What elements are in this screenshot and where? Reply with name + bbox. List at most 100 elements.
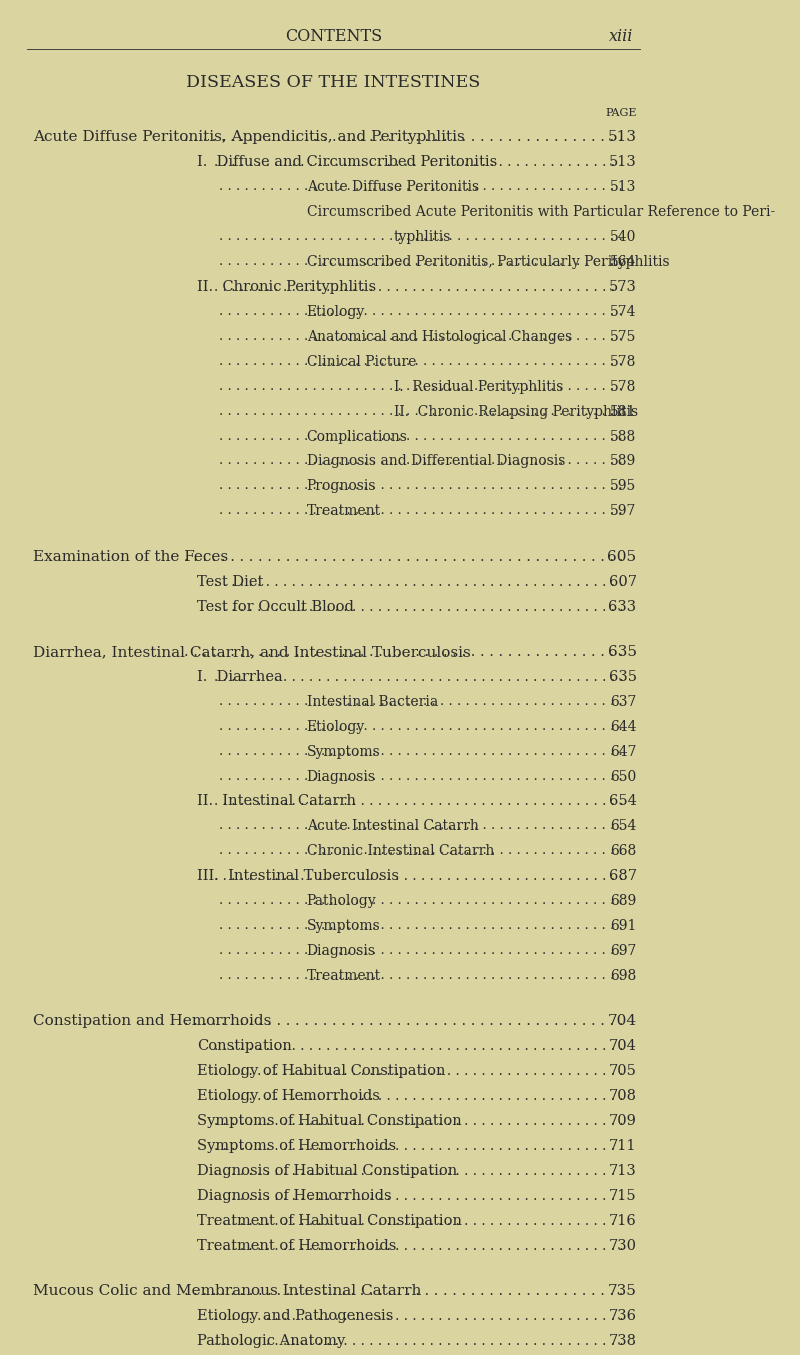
Text: II.  Chronic Perityphlitis: II. Chronic Perityphlitis xyxy=(198,280,377,294)
Text: 635: 635 xyxy=(607,645,637,659)
Text: Circumscribed Peritonitis, Particularly Perityphlitis: Circumscribed Peritonitis, Particularly … xyxy=(306,255,670,270)
Text: . . . . . . . . . . . . . . . . . . . . . . . . . . . . . . . . . . . . . . . . : . . . . . . . . . . . . . . . . . . . . … xyxy=(214,1309,623,1322)
Text: Anatomical and Histological Changes: Anatomical and Histological Changes xyxy=(306,329,572,344)
Text: 637: 637 xyxy=(610,695,637,709)
Text: . . . . . . . . . . . . . . . . . . . . . . . . . . . . . . . . . . . . . . . . : . . . . . . . . . . . . . . . . . . . . … xyxy=(214,280,623,294)
Text: Etiology: Etiology xyxy=(306,720,365,733)
Text: Treatment of Hemorrhoids: Treatment of Hemorrhoids xyxy=(198,1238,397,1253)
Text: 581: 581 xyxy=(610,405,637,419)
Text: Intestinal Bacteria: Intestinal Bacteria xyxy=(306,695,438,709)
Text: . . . . . . . . . . . . . . . . . . . . . . . . . . . . . . . . . . . . . . . . : . . . . . . . . . . . . . . . . . . . . … xyxy=(214,794,623,809)
Text: Symptoms of Habitual Constipation: Symptoms of Habitual Constipation xyxy=(198,1114,462,1129)
Text: . . . . . . . . . . . . . . . . . . . . . . . . . . . . . . . . . . . . . . . . : . . . . . . . . . . . . . . . . . . . . … xyxy=(219,230,623,243)
Text: . . . . . . . . . . . . . . . . . . . . . . . . . . . . . . . . . . . . . . . . : . . . . . . . . . . . . . . . . . . . . … xyxy=(214,870,623,883)
Text: 635: 635 xyxy=(609,669,637,684)
Text: Prognosis: Prognosis xyxy=(306,480,376,493)
Text: . . . . . . . . . . . . . . . . . . . . . . . . . . . . . . . . . . . . . . . . : . . . . . . . . . . . . . . . . . . . . … xyxy=(219,695,623,707)
Text: . . . . . . . . . . . . . . . . . . . . . . . . . . . . . . . . . . . . . . . . : . . . . . . . . . . . . . . . . . . . . … xyxy=(219,480,623,492)
Text: . . . . . . . . . . . . . . . . . . . . . . . . . . . . . . . . . . . . . . . . : . . . . . . . . . . . . . . . . . . . . … xyxy=(219,454,623,467)
Text: 730: 730 xyxy=(609,1238,637,1253)
Text: Clinical Picture: Clinical Picture xyxy=(306,355,416,369)
Text: Examination of the Feces: Examination of the Feces xyxy=(34,550,229,564)
Text: 589: 589 xyxy=(610,454,637,469)
Text: . . . . . . . . . . . . . . . . . . . . . . . . . . . . . . . . . . . . . . . . : . . . . . . . . . . . . . . . . . . . . … xyxy=(214,575,623,588)
Text: 736: 736 xyxy=(609,1309,637,1322)
Text: 575: 575 xyxy=(610,329,637,344)
Text: 647: 647 xyxy=(610,745,637,759)
Text: Mucous Colic and Membranous Intestinal Catarrh: Mucous Colic and Membranous Intestinal C… xyxy=(34,1285,422,1298)
Text: . . . . . . . . . . . . . . . . . . . . . . . . . . . . . . . . . . . . . . . . : . . . . . . . . . . . . . . . . . . . . … xyxy=(184,130,623,145)
Text: . . . . . . . . . . . . . . . . . . . . . . . . . . . . . . . . . . . . . . . . : . . . . . . . . . . . . . . . . . . . . … xyxy=(219,745,623,757)
Text: 697: 697 xyxy=(610,944,637,958)
Text: PAGE: PAGE xyxy=(605,107,637,118)
Text: . . . . . . . . . . . . . . . . . . . . . . . . . . . . . . . . . . . . . . . . : . . . . . . . . . . . . . . . . . . . . … xyxy=(214,1039,623,1053)
Text: . . . . . . . . . . . . . . . . . . . . . . . . . . . . . . . . . . . . . . . . : . . . . . . . . . . . . . . . . . . . . … xyxy=(219,969,623,982)
Text: Etiology and Pathogenesis: Etiology and Pathogenesis xyxy=(198,1309,394,1322)
Text: . . . . . . . . . . . . . . . . . . . . . . . . . . . . . . . . . . . . . . . . : . . . . . . . . . . . . . . . . . . . . … xyxy=(184,1285,623,1298)
Text: . . . . . . . . . . . . . . . . . . . . . . . . . . . . . . . . . . . . . . . . : . . . . . . . . . . . . . . . . . . . . … xyxy=(219,180,623,194)
Text: I.  Residual Perityphlitis: I. Residual Perityphlitis xyxy=(394,379,563,394)
Text: 668: 668 xyxy=(610,844,637,858)
Text: . . . . . . . . . . . . . . . . . . . . . . . . . . . . . . . . . . . . . . . . : . . . . . . . . . . . . . . . . . . . . … xyxy=(184,550,623,564)
Text: 607: 607 xyxy=(609,575,637,588)
Text: I.  Diffuse and Circumscribed Peritonitis: I. Diffuse and Circumscribed Peritonitis xyxy=(198,156,498,169)
Text: II.  Chronic Relapsing Perityphlitis: II. Chronic Relapsing Perityphlitis xyxy=(394,405,638,419)
Text: . . . . . . . . . . . . . . . . . . . . . . . . . . . . . . . . . . . . . . . . : . . . . . . . . . . . . . . . . . . . . … xyxy=(219,944,623,957)
Text: DISEASES OF THE INTESTINES: DISEASES OF THE INTESTINES xyxy=(186,73,480,91)
Text: 735: 735 xyxy=(608,1285,637,1298)
Text: 540: 540 xyxy=(610,230,637,244)
Text: 715: 715 xyxy=(609,1188,637,1203)
Text: Symptoms: Symptoms xyxy=(306,919,380,934)
Text: 513: 513 xyxy=(607,130,637,145)
Text: 704: 704 xyxy=(609,1039,637,1053)
Text: Treatment of Habitual Constipation: Treatment of Habitual Constipation xyxy=(198,1214,462,1228)
Text: II.  Intestinal Catarrh: II. Intestinal Catarrh xyxy=(198,794,356,809)
Text: . . . . . . . . . . . . . . . . . . . . . . . . . . . . . . . . . . . . . . . . : . . . . . . . . . . . . . . . . . . . . … xyxy=(219,355,623,367)
Text: Diarrhea, Intestinal Catarrh, and Intestinal Tuberculosis: Diarrhea, Intestinal Catarrh, and Intest… xyxy=(34,645,471,659)
Text: . . . . . . . . . . . . . . . . . . . . . . . . . . . . . . . . . . . . . . . . : . . . . . . . . . . . . . . . . . . . . … xyxy=(214,1140,623,1153)
Text: typhlitis: typhlitis xyxy=(394,230,451,244)
Text: Etiology of Habitual Constipation: Etiology of Habitual Constipation xyxy=(198,1064,446,1079)
Text: . . . . . . . . . . . . . . . . . . . . . . . . . . . . . . . . . . . . . . . . : . . . . . . . . . . . . . . . . . . . . … xyxy=(219,844,623,858)
Text: III.  Intestinal Tuberculosis: III. Intestinal Tuberculosis xyxy=(198,870,399,883)
Text: Etiology: Etiology xyxy=(306,305,365,318)
Text: Constipation and Hemorrhoids: Constipation and Hemorrhoids xyxy=(34,1015,272,1028)
Text: 513: 513 xyxy=(609,156,637,169)
Text: . . . . . . . . . . . . . . . . . . . . . . . . . . . . . . . . . . . . . . . . : . . . . . . . . . . . . . . . . . . . . … xyxy=(184,645,623,659)
Text: Symptoms of Hemorrhoids: Symptoms of Hemorrhoids xyxy=(198,1140,397,1153)
Text: Diagnosis: Diagnosis xyxy=(306,770,376,783)
Text: 644: 644 xyxy=(610,720,637,733)
Text: 650: 650 xyxy=(610,770,637,783)
Text: . . . . . . . . . . . . . . . . . . . . . . . . . . . . . . . . . . . . . . . . : . . . . . . . . . . . . . . . . . . . . … xyxy=(219,894,623,908)
Text: 588: 588 xyxy=(610,430,637,443)
Text: I.  Diarrhea: I. Diarrhea xyxy=(198,669,283,684)
Text: 708: 708 xyxy=(609,1089,637,1103)
Text: Treatment: Treatment xyxy=(306,969,381,982)
Text: xiii: xiii xyxy=(609,28,634,45)
Text: . . . . . . . . . . . . . . . . . . . . . . . . . . . . . . . . . . . . . . . . : . . . . . . . . . . . . . . . . . . . . … xyxy=(219,379,623,393)
Text: . . . . . . . . . . . . . . . . . . . . . . . . . . . . . . . . . . . . . . . . : . . . . . . . . . . . . . . . . . . . . … xyxy=(219,305,623,318)
Text: 595: 595 xyxy=(610,480,637,493)
Text: Constipation: Constipation xyxy=(198,1039,292,1053)
Text: . . . . . . . . . . . . . . . . . . . . . . . . . . . . . . . . . . . . . . . . : . . . . . . . . . . . . . . . . . . . . … xyxy=(219,329,623,343)
Text: 654: 654 xyxy=(609,794,637,809)
Text: Complications: Complications xyxy=(306,430,407,443)
Text: . . . . . . . . . . . . . . . . . . . . . . . . . . . . . . . . . . . . . . . . : . . . . . . . . . . . . . . . . . . . . … xyxy=(214,1114,623,1129)
Text: 705: 705 xyxy=(609,1064,637,1079)
Text: 574: 574 xyxy=(610,305,637,318)
Text: . . . . . . . . . . . . . . . . . . . . . . . . . . . . . . . . . . . . . . . . : . . . . . . . . . . . . . . . . . . . . … xyxy=(214,1188,623,1203)
Text: 691: 691 xyxy=(610,919,637,934)
Text: . . . . . . . . . . . . . . . . . . . . . . . . . . . . . . . . . . . . . . . . : . . . . . . . . . . . . . . . . . . . . … xyxy=(184,1015,623,1028)
Text: . . . . . . . . . . . . . . . . . . . . . . . . . . . . . . . . . . . . . . . . : . . . . . . . . . . . . . . . . . . . . … xyxy=(214,1089,623,1103)
Text: 605: 605 xyxy=(607,550,637,564)
Text: 564: 564 xyxy=(610,255,637,270)
Text: . . . . . . . . . . . . . . . . . . . . . . . . . . . . . . . . . . . . . . . . : . . . . . . . . . . . . . . . . . . . . … xyxy=(219,720,623,733)
Text: 713: 713 xyxy=(609,1164,637,1177)
Text: Circumscribed Acute Peritonitis with Particular Reference to Peri-: Circumscribed Acute Peritonitis with Par… xyxy=(306,205,775,220)
Text: 633: 633 xyxy=(609,599,637,614)
Text: . . . . . . . . . . . . . . . . . . . . . . . . . . . . . . . . . . . . . . . . : . . . . . . . . . . . . . . . . . . . . … xyxy=(219,405,623,417)
Text: . . . . . . . . . . . . . . . . . . . . . . . . . . . . . . . . . . . . . . . . : . . . . . . . . . . . . . . . . . . . . … xyxy=(214,1164,623,1177)
Text: 716: 716 xyxy=(609,1214,637,1228)
Text: . . . . . . . . . . . . . . . . . . . . . . . . . . . . . . . . . . . . . . . . : . . . . . . . . . . . . . . . . . . . . … xyxy=(219,820,623,832)
Text: Pathology: Pathology xyxy=(306,894,376,908)
